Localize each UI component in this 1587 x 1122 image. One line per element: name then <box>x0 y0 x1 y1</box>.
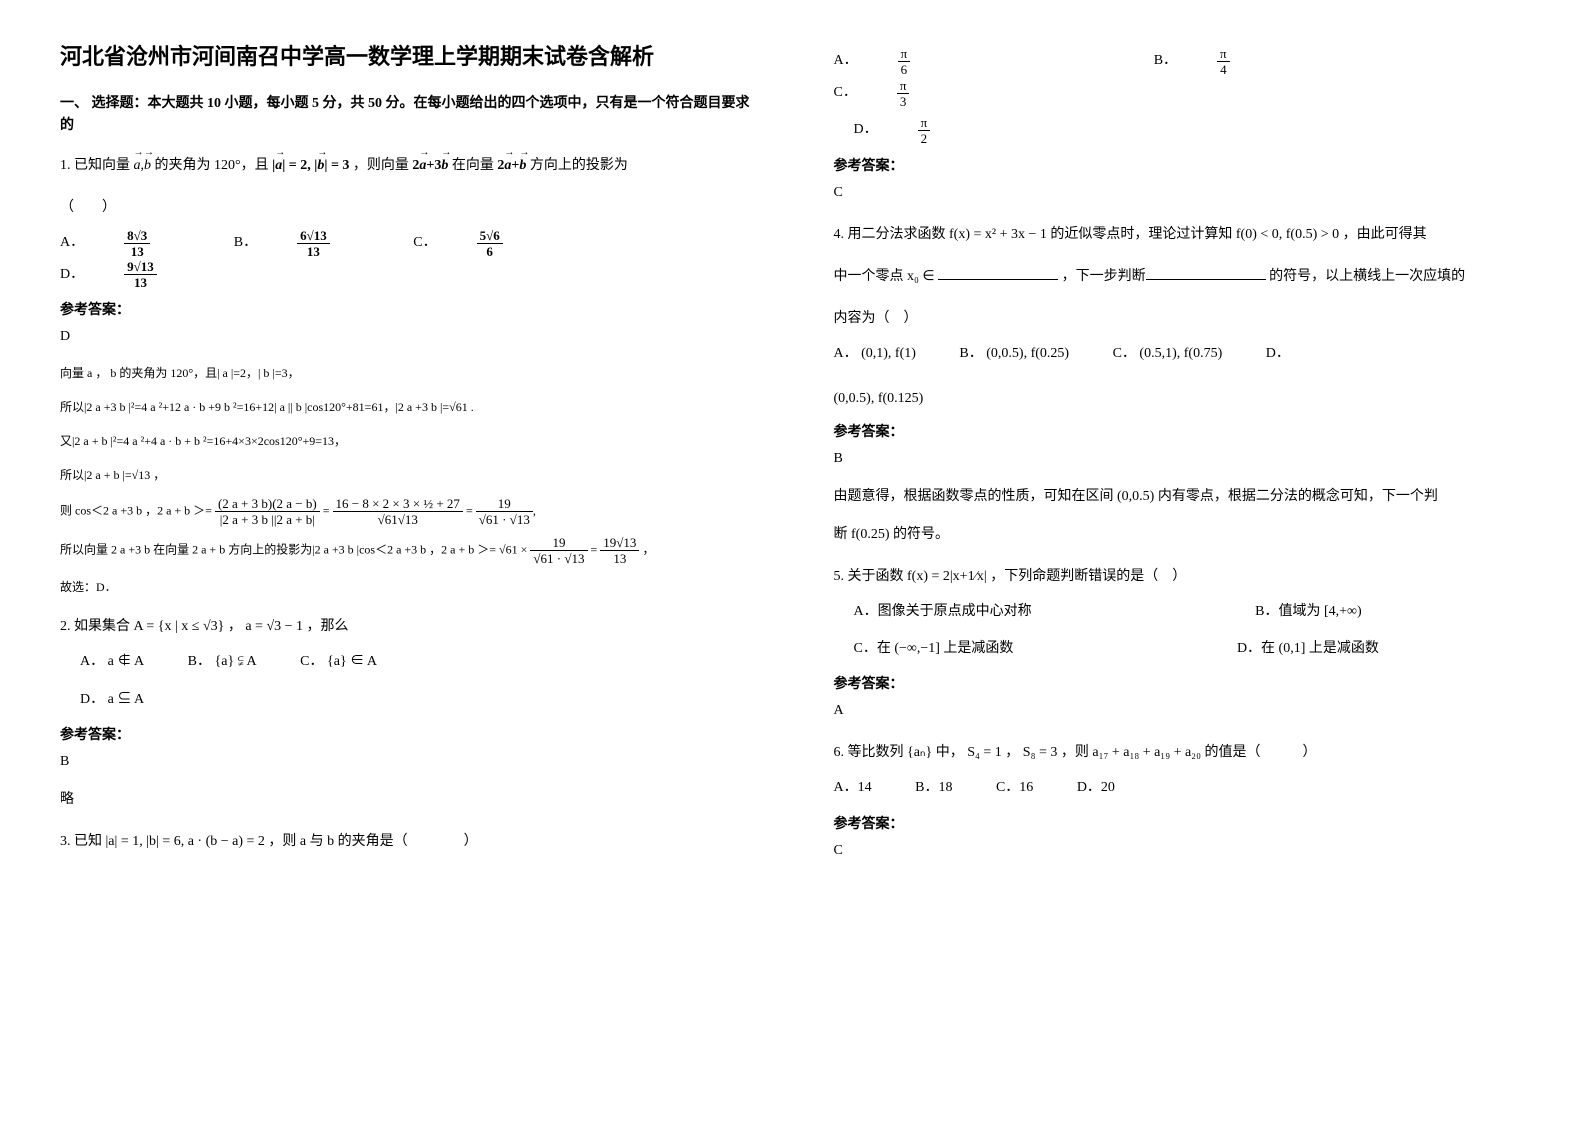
q4-opt-d: D． <box>1266 339 1290 370</box>
question-1-solution-1: 向量 a ， b 的夹角为 120°，且| a |=2，| b |=3， <box>60 361 754 385</box>
question-1-solution-3: 又|2 a + b |²=4 a ²+4 a · b + b ²=16+4×3×… <box>60 429 754 453</box>
question-2-options: A． a ∉ A B． {a} ⫋ A C． {a} ∈ A <box>80 647 754 678</box>
answer-label-3: 参考答案： <box>834 155 1528 175</box>
question-1-solution-7: 故选：D． <box>60 575 754 599</box>
question-1-paren: （ ） <box>60 194 754 222</box>
blank-2 <box>1146 265 1266 280</box>
q5-opt-b: B．值域为 [4,+∞) <box>1255 597 1362 628</box>
answer-label: 参考答案： <box>60 299 754 319</box>
question-1-solution-2: 所以|2 a +3 b |²=4 a ²+12 a · b +9 b ²=16+… <box>60 395 754 419</box>
q4-opt-a: A． (0,1), f(1) <box>834 339 916 370</box>
question-2-options-2: D． a ⊆ A <box>80 685 754 716</box>
right-column: A．π6 B．π4 C．π3 D．π2 参考答案： C 4. 用二分法求函数 f… <box>834 40 1528 875</box>
question-2: 2. 如果集合 A = {x | x ≤ √3} ， a = √3 − 1 ，那… <box>60 613 754 641</box>
doc-title: 河北省沧州市河间南召中学高一数学理上学期期末试卷含解析 <box>60 40 754 73</box>
blank-1 <box>938 265 1058 280</box>
q2-opt-c: C． {a} ∈ A <box>300 647 377 678</box>
answer-label-2: 参考答案： <box>60 724 754 744</box>
q5-opt-c: C．在 (−∞,−1] 上是减函数 <box>854 634 1014 665</box>
question-3-answer: C <box>834 179 1528 207</box>
q4-opt-c: C． (0.5,1), f(0.75) <box>1113 339 1223 370</box>
question-4-opt-d-extra: (0,0.5), f(0.125) <box>834 385 1528 413</box>
question-1-solution-4: 所以|2 a + b |=√13 ， <box>60 463 754 487</box>
question-1-options: A．8√313 B．6√1313 C．5√66 D．9√1313 <box>60 228 754 291</box>
question-5-answer: A <box>834 697 1528 725</box>
question-5-options-1: A．图像关于原点成中心对称 B．值域为 [4,+∞) <box>854 597 1528 628</box>
question-1-answer: D <box>60 323 754 351</box>
question-2-solution: 略 <box>60 786 754 814</box>
question-6-answer: C <box>834 837 1528 865</box>
question-6-options: A．14 B．18 C．16 D．20 <box>834 773 1528 804</box>
q6-opt-a: A．14 <box>834 773 872 804</box>
q2-opt-b: B． {a} ⫋ A <box>188 647 257 678</box>
question-4-solution-1: 由题意得，根据函数零点的性质，可知在区间 (0,0.5) 内有零点，根据二分法的… <box>834 483 1528 511</box>
answer-label-4: 参考答案： <box>834 421 1528 441</box>
question-1-solution-5: 则 cos＜2 a +3 b ，2 a + b ＞= (2 a + 3 b)(2… <box>60 497 754 526</box>
q6-opt-c: C．16 <box>996 773 1033 804</box>
q6-opt-b: B．18 <box>915 773 952 804</box>
q5-opt-a: A．图像关于原点成中心对称 <box>854 597 1032 628</box>
left-column: 河北省沧州市河间南召中学高一数学理上学期期末试卷含解析 一、 选择题：本大题共 … <box>60 40 754 875</box>
question-4-line2: 中一个零点 x₀ ∈ ，下一步判断 的符号，以上横线上一次应填的 <box>834 263 1528 291</box>
question-5: 5. 关于函数 f(x) = 2|x+1⁄x| ，下列命题判断错误的是（ ） <box>834 563 1528 591</box>
question-4-answer: B <box>834 445 1528 473</box>
q4-opt-b: B． (0,0.5), f(0.25) <box>959 339 1069 370</box>
question-3: 3. 已知 |a| = 1, |b| = 6, a · (b − a) = 2 … <box>60 828 754 856</box>
section-1-heading: 一、 选择题：本大题共 10 小题，每小题 5 分，共 50 分。在每小题给出的… <box>60 93 754 138</box>
question-1-solution-6: 所以向量 2 a +3 b 在向量 2 a + b 方向上的投影为|2 a +3… <box>60 536 754 565</box>
answer-label-6: 参考答案： <box>834 813 1528 833</box>
question-1: 1. 已知向量 a,b 的夹角为 120°，且 |a| = 2, |b| = 3… <box>60 152 754 180</box>
q2-opt-a: A． a ∉ A <box>80 647 144 678</box>
q2-opt-d: D． a ⊆ A <box>80 685 144 716</box>
question-4-solution-2: 断 f(0.25) 的符号。 <box>834 521 1528 549</box>
question-4: 4. 用二分法求函数 f(x) = x² + 3x − 1 的近似零点时，理论过… <box>834 221 1528 249</box>
question-2-answer: B <box>60 748 754 776</box>
question-3-options: A．π6 B．π4 C．π3 <box>834 46 1528 109</box>
question-5-options-2: C．在 (−∞,−1] 上是减函数 D．在 (0,1] 上是减函数 <box>854 634 1528 665</box>
question-4-line3: 内容为（ ） <box>834 305 1528 333</box>
answer-label-5: 参考答案： <box>834 673 1528 693</box>
question-6: 6. 等比数列 {aₙ} 中， S₄ = 1 ， S₈ = 3 ，则 a₁₇ +… <box>834 739 1528 767</box>
q5-opt-d: D．在 (0,1] 上是减函数 <box>1237 634 1379 665</box>
q6-opt-d: D．20 <box>1077 773 1115 804</box>
question-3-options-2: D．π2 <box>854 115 1528 147</box>
question-4-options: A． (0,1), f(1) B． (0,0.5), f(0.25) C． (0… <box>834 339 1528 370</box>
